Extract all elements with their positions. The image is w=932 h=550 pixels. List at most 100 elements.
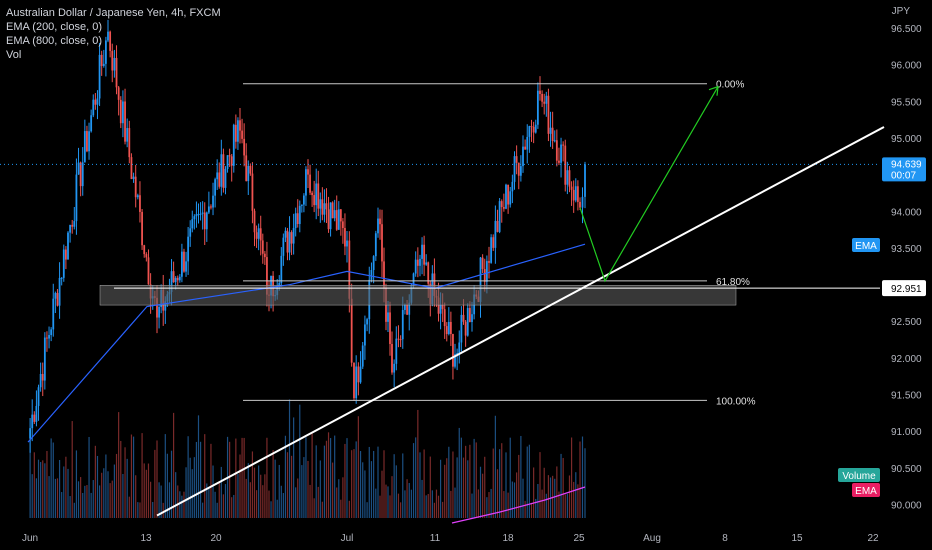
volume-bar [280, 485, 282, 518]
volume-bar [262, 485, 264, 518]
candle-body [212, 195, 214, 208]
price-tick-label: 95.000 [891, 134, 922, 145]
candle-body [309, 174, 311, 193]
candle-body [454, 354, 456, 367]
projection-path[interactable] [579, 86, 719, 283]
candle-body [247, 165, 250, 182]
volume-bar [554, 478, 556, 518]
candle-body [488, 261, 490, 263]
candle-body [237, 120, 239, 142]
volume-bar [383, 450, 385, 518]
volume-bar [577, 484, 579, 518]
volume-bar [503, 491, 505, 518]
candle-body [449, 321, 452, 335]
volume-bar [152, 501, 154, 518]
candle-body [255, 232, 258, 239]
volume-bar [245, 478, 247, 518]
volume-bar [421, 479, 423, 518]
volume-bar [520, 435, 522, 518]
volume-bar [299, 404, 301, 518]
volume-bar [115, 453, 118, 518]
volume-bar [460, 437, 462, 518]
volume-bar [109, 483, 111, 518]
symbol-title[interactable]: Australian Dollar / Japanese Yen, 4h, FX… [6, 7, 221, 19]
volume-bar [475, 442, 477, 518]
candle-body [329, 202, 332, 230]
time-tick-label: 22 [867, 533, 879, 544]
candle-body [471, 314, 473, 323]
volume-bar [158, 482, 160, 518]
candle-body [261, 240, 264, 254]
volume-bar [44, 463, 46, 518]
volume-bar [412, 443, 415, 518]
volume-legend[interactable]: Vol [6, 49, 22, 61]
volume-bar [433, 502, 436, 518]
candle-body [509, 191, 512, 205]
volume-bar [511, 481, 513, 518]
volume-bars [29, 399, 586, 518]
volume-bar [458, 427, 460, 518]
candle-body [321, 199, 324, 215]
trendline[interactable] [156, 126, 885, 517]
candle-body [280, 255, 283, 284]
volume-bar [147, 463, 150, 518]
ema800-legend[interactable]: EMA (800, close, 0) [6, 35, 102, 47]
candle-body [381, 224, 383, 262]
candle-body [98, 54, 101, 99]
ema200-legend[interactable]: EMA (200, close, 0) [6, 21, 102, 33]
candle-body [359, 366, 362, 383]
candle-body [558, 160, 560, 163]
candle-body [406, 304, 408, 315]
volume-bar [379, 495, 381, 518]
candle-body [425, 262, 428, 265]
candle-body [576, 186, 579, 202]
candle-body [178, 276, 181, 281]
candle-body [52, 298, 55, 330]
volume-bar [450, 490, 452, 518]
price-tick-label: 96.000 [891, 61, 922, 72]
volume-bar [332, 462, 334, 518]
candle-body [564, 145, 567, 185]
volume-bar [195, 441, 198, 518]
candle-body [355, 366, 358, 399]
candle-body [323, 203, 326, 215]
volume-bar [107, 471, 109, 518]
volume-bar [462, 457, 465, 518]
volume-bar [80, 477, 82, 518]
time-tick-label: 13 [140, 533, 152, 544]
volume-bar [423, 449, 425, 518]
candle-body [298, 205, 301, 225]
volume-bar [584, 448, 586, 518]
candle-body [81, 162, 84, 187]
candle-body [511, 181, 514, 192]
candle-body [193, 216, 196, 220]
candle-body [176, 277, 179, 281]
volume-bar [395, 465, 397, 518]
volume-ema-line[interactable] [451, 486, 586, 524]
volume-bar [454, 487, 456, 518]
candle-body [500, 201, 503, 208]
volume-bar [233, 494, 235, 518]
candle-body [456, 352, 459, 355]
volume-bar [52, 442, 54, 518]
candle-body [147, 257, 150, 285]
candle-body [234, 124, 237, 142]
volume-bar [208, 488, 210, 518]
candle-body [257, 228, 260, 239]
candle-body [479, 257, 482, 302]
candle-body [216, 172, 219, 180]
volume-bar [37, 459, 40, 518]
candle-body [31, 414, 34, 429]
volume-bar [212, 465, 214, 518]
volume-bar [175, 472, 177, 518]
volume-bar [266, 437, 268, 518]
volume-bar [338, 479, 340, 518]
candle-body [317, 183, 320, 209]
volume-bar [126, 458, 128, 518]
candle-body [132, 176, 135, 180]
volume-bar [509, 437, 511, 518]
candle-body [331, 202, 334, 219]
volume-bar [247, 463, 249, 518]
candle-body [64, 249, 67, 260]
